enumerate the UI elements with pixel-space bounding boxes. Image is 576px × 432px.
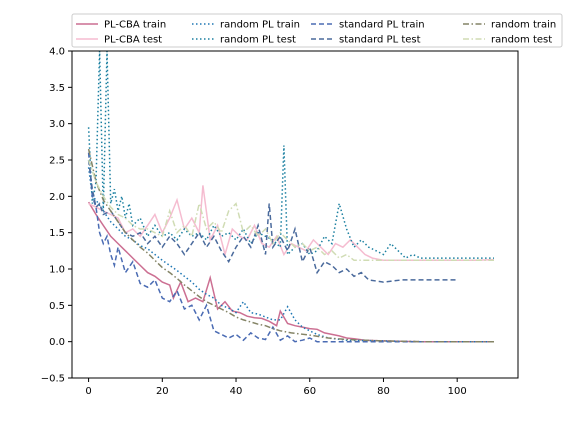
legend-label: random PL train — [220, 20, 300, 31]
series-line-4 — [87, 51, 494, 260]
legend-label: PL-CBA test — [104, 35, 162, 46]
y-axis: −0.5 0.0 0.5 1.0 1.5 2.0 2.5 3.0 3.5 4.0 — [41, 47, 72, 385]
y-tick-label: −0.5 — [41, 374, 65, 385]
legend-box — [71, 13, 563, 48]
legend-label: random test — [491, 35, 552, 46]
y-tick-label: 0.5 — [49, 301, 65, 312]
y-tick-label: 1.0 — [49, 265, 65, 276]
x-axis: 0 20 40 60 80 100 — [85, 378, 467, 397]
legend-label: standard PL test — [339, 35, 421, 46]
y-tick-label: 2.5 — [49, 156, 65, 167]
y-tick-label: 4.0 — [49, 47, 65, 58]
x-tick-label: 40 — [230, 386, 243, 397]
series-line-6 — [87, 159, 458, 283]
y-tick-label: 1.5 — [49, 228, 65, 239]
y-tick-label: 0.0 — [49, 337, 65, 348]
x-tick-label: 0 — [85, 386, 91, 397]
series-line-3 — [87, 167, 494, 343]
series-line-2 — [88, 185, 495, 262]
legend-label: standard PL train — [339, 20, 425, 31]
series-layer — [87, 51, 495, 343]
series-line-5 — [87, 152, 458, 343]
x-tick-label: 60 — [303, 386, 316, 397]
axes-frame — [71, 50, 519, 379]
series-line-8 — [87, 159, 494, 262]
x-tick-label: 80 — [377, 386, 390, 397]
legend: PL-CBA train PL-CBA test random PL train ra… — [71, 13, 563, 48]
legend-label: random train — [491, 20, 556, 31]
x-tick-label: 100 — [448, 386, 467, 397]
x-tick-label: 20 — [156, 386, 169, 397]
series-line-7 — [87, 148, 494, 343]
series-line-1 — [87, 201, 494, 343]
y-tick-label: 3.0 — [49, 119, 65, 130]
legend-label: random PL test — [220, 35, 296, 46]
y-tick-label: 3.5 — [49, 83, 65, 94]
legend-label: PL-CBA train — [104, 20, 166, 31]
y-tick-label: 2.0 — [49, 192, 65, 203]
